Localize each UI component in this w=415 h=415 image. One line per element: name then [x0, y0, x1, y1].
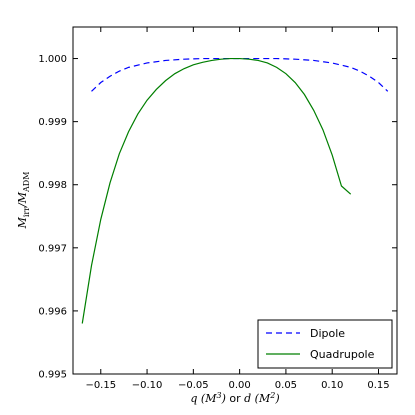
x-tick-label: −0.15 — [85, 380, 116, 391]
legend-box — [257, 319, 393, 369]
x-tick-label: 0.15 — [367, 380, 389, 391]
legend-quadrupole-label: Quadrupole — [310, 348, 375, 361]
y-tick-label: 0.999 — [38, 117, 67, 128]
legend-dipole-label: Dipole — [310, 327, 345, 340]
plot-area — [72, 26, 398, 375]
x-ticks: −0.15 −0.10 −0.05 0.00 0.05 0.10 0.15 — [85, 27, 390, 391]
y-tick-label: 0.998 — [38, 180, 67, 191]
x-axis-label: q (M3) or d (M2) — [190, 391, 279, 405]
series-layer — [81, 57, 389, 324]
y-tick-label: 0.997 — [38, 243, 67, 254]
series-line-quadrupole — [81, 57, 352, 324]
legend: Dipole Quadrupole — [257, 319, 393, 369]
y-tick-label: 1.000 — [38, 54, 67, 65]
y-tick-label: 0.995 — [38, 370, 67, 381]
x-tick-label: 0.10 — [321, 380, 343, 391]
x-tick-label: 0.05 — [275, 380, 297, 391]
y-tick-label: 0.996 — [38, 306, 67, 317]
x-tick-label: −0.05 — [178, 380, 209, 391]
y-ticks: 0.995 0.996 0.997 0.998 0.999 1.000 — [38, 54, 397, 381]
x-tick-label: 0.00 — [228, 380, 250, 391]
x-tick-label: −0.10 — [132, 380, 163, 391]
y-axis-label: Mirr/MADM — [16, 172, 31, 230]
series-line-dipole — [91, 57, 389, 92]
